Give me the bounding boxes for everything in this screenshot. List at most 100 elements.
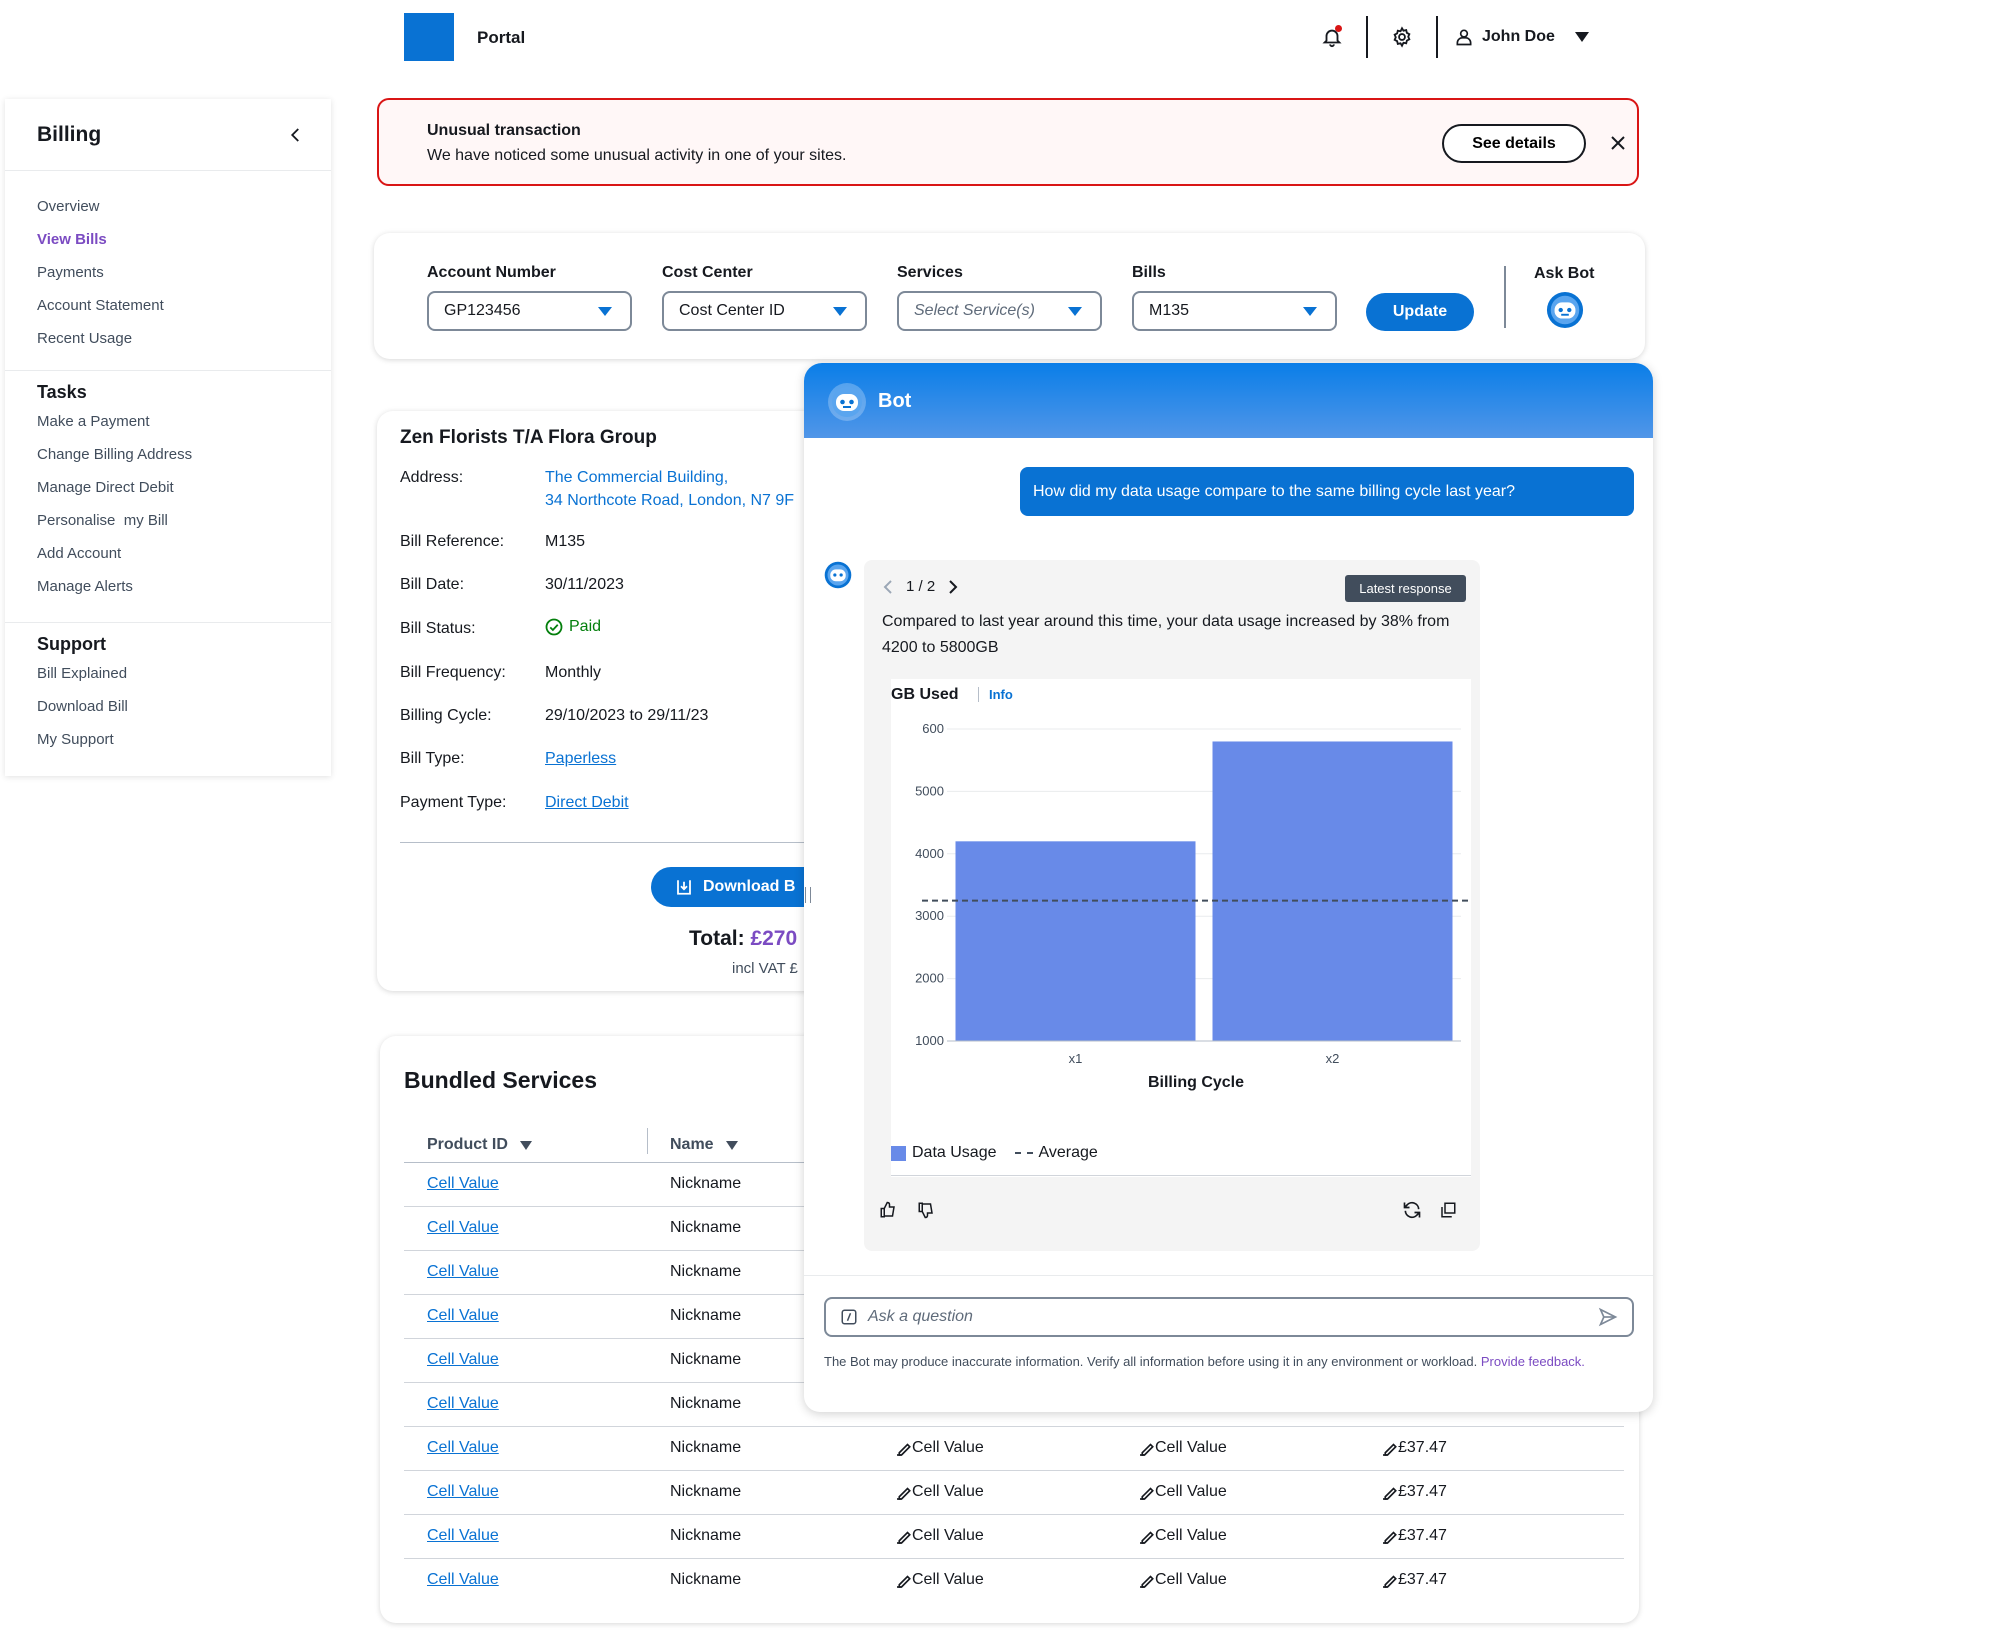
sidenav-billing-group: Overview View Bills Payments Account Sta… — [5, 171, 331, 371]
sort-caret-icon[interactable] — [725, 1140, 738, 1150]
edit-icon[interactable] — [894, 1572, 912, 1590]
gear-icon[interactable] — [1380, 16, 1424, 58]
product-id-link[interactable]: Cell Value — [427, 1483, 499, 1500]
sidebar-item-account-statement[interactable]: Account Statement — [37, 297, 164, 314]
edit-icon[interactable] — [1380, 1528, 1398, 1546]
sidebar-item-change-billing-address[interactable]: Change Billing Address — [37, 446, 193, 463]
send-icon[interactable] — [1598, 1307, 1618, 1327]
payment-type-link[interactable]: Direct Debit — [545, 794, 629, 811]
table-cell: Cell Value — [1155, 1571, 1227, 1588]
services-label: Services — [897, 264, 963, 281]
nickname-cell: Nickname — [670, 1263, 742, 1280]
see-details-button[interactable]: See details — [1442, 124, 1586, 163]
close-icon[interactable] — [1605, 130, 1631, 156]
sidebar-item-bill-explained[interactable]: Bill Explained — [37, 665, 128, 682]
product-id-link[interactable]: Cell Value — [427, 1439, 499, 1456]
response-pager: 1 / 2 — [882, 578, 959, 595]
product-id-link[interactable]: Cell Value — [427, 1351, 499, 1368]
copy-icon[interactable] — [1438, 1200, 1458, 1220]
chart-legend: Data Usage Average — [891, 1144, 1098, 1162]
bell-icon[interactable] — [1310, 16, 1354, 58]
product-id-link[interactable]: Cell Value — [427, 1527, 499, 1544]
edit-icon[interactable] — [1137, 1572, 1155, 1590]
column-header-name[interactable]: Name — [670, 1136, 738, 1154]
user-menu[interactable]: John Doe — [1450, 27, 1589, 47]
services-select[interactable]: Select Service(s) — [897, 291, 1102, 331]
nickname-cell: Nickname — [670, 1307, 742, 1324]
edit-icon[interactable] — [894, 1484, 912, 1502]
ask-bot-label: Ask Bot — [1534, 265, 1595, 282]
table-row: Cell Value Nickname Cell Value Cell Value £3… — [404, 1427, 1624, 1471]
portal-name[interactable]: Portal — [477, 28, 526, 47]
nickname-cell: Nickname — [670, 1439, 742, 1456]
bill-type-link[interactable]: Paperless — [545, 750, 617, 767]
bills-value: M135 — [1149, 302, 1190, 319]
edit-icon[interactable] — [1380, 1440, 1398, 1458]
y-tick-label: 1000 — [915, 1033, 944, 1048]
bar — [1212, 741, 1453, 1041]
sidebar-item-add-account[interactable]: Add Account — [37, 545, 122, 562]
edit-icon[interactable] — [1137, 1528, 1155, 1546]
sidebar-item-download-bill[interactable]: Download Bill — [37, 698, 128, 715]
refresh-icon[interactable] — [1402, 1200, 1422, 1220]
sidebar-item-manage-alerts[interactable]: Manage Alerts — [37, 578, 133, 595]
sort-caret-icon[interactable] — [519, 1140, 532, 1150]
table-cell: Cell Value — [912, 1571, 984, 1588]
price-cell: £37.47 — [1398, 1527, 1447, 1544]
edit-icon[interactable] — [1380, 1572, 1398, 1590]
chevron-left-icon[interactable] — [882, 579, 894, 594]
chevron-left-icon[interactable] — [287, 126, 305, 144]
y-tick-label: 4000 — [915, 846, 944, 861]
table-row: Cell Value Nickname Cell Value Cell Value £3… — [404, 1559, 1624, 1603]
chart-info-link[interactable]: Info — [978, 687, 1013, 702]
product-id-link[interactable]: Cell Value — [427, 1395, 499, 1412]
ask-question-input[interactable]: Ask a question — [824, 1297, 1634, 1337]
sidebar-item-personalise-bill[interactable]: Personalise my Bill — [37, 512, 168, 529]
update-button[interactable]: Update — [1366, 293, 1474, 331]
sidebar-item-overview[interactable]: Overview — [37, 198, 100, 215]
provide-feedback-link[interactable]: Provide feedback. — [1480, 1354, 1585, 1369]
cost-center-select[interactable]: Cost Center ID — [662, 291, 867, 331]
sidenav-support-title: Support — [37, 634, 106, 654]
edit-icon[interactable] — [1137, 1484, 1155, 1502]
bot-icon[interactable] — [1546, 291, 1584, 329]
thumbs-down-icon[interactable] — [916, 1200, 936, 1220]
address-line2[interactable]: 34 Northcote Road, London, N7 9F — [545, 492, 795, 509]
account-number-select[interactable]: GP123456 — [427, 291, 632, 331]
portal-logo[interactable] — [404, 13, 454, 61]
thumbs-up-icon[interactable] — [878, 1200, 898, 1220]
edit-icon[interactable] — [894, 1440, 912, 1458]
sidebar-item-payments[interactable]: Payments — [37, 264, 104, 281]
product-id-link[interactable]: Cell Value — [427, 1307, 499, 1324]
product-id-link[interactable]: Cell Value — [427, 1219, 499, 1236]
bill-frequency-value: Monthly — [545, 664, 602, 681]
legend-average[interactable]: Average — [1014, 1144, 1098, 1162]
product-id-link[interactable]: Cell Value — [427, 1263, 499, 1280]
sidebar-item-my-support[interactable]: My Support — [37, 731, 114, 748]
sidebar-item-view-bills[interactable]: View Bills — [37, 231, 107, 248]
caret-down-icon — [1574, 32, 1589, 42]
bot-divider — [804, 1275, 1653, 1276]
y-tick-label: 2000 — [915, 971, 944, 986]
chevron-right-icon[interactable] — [947, 579, 959, 594]
caret-down-icon — [1068, 306, 1082, 316]
product-id-link[interactable]: Cell Value — [427, 1175, 499, 1192]
response-actions — [1402, 1200, 1458, 1220]
edit-icon[interactable] — [894, 1528, 912, 1546]
legend-data-usage[interactable]: Data Usage — [891, 1144, 997, 1162]
sidebar-item-manage-direct-debit[interactable]: Manage Direct Debit — [37, 479, 174, 496]
legend-data-usage-label: Data Usage — [912, 1144, 997, 1161]
column-header-product-id[interactable]: Product ID — [427, 1136, 532, 1154]
disclaimer-text: The Bot may produce inaccurate informati… — [824, 1354, 1478, 1369]
edit-icon[interactable] — [1137, 1440, 1155, 1458]
sidebar-item-make-payment[interactable]: Make a Payment — [37, 413, 150, 430]
edit-icon[interactable] — [1380, 1484, 1398, 1502]
bills-select[interactable]: M135 — [1132, 291, 1337, 331]
product-id-link[interactable]: Cell Value — [427, 1571, 499, 1588]
address-line1[interactable]: The Commercial Building, — [545, 469, 729, 486]
caret-down-icon — [833, 306, 847, 316]
bot-header: Bot — [804, 363, 1653, 438]
sidebar-item-recent-usage[interactable]: Recent Usage — [37, 330, 133, 347]
y-tick-label: 600 — [922, 721, 944, 736]
panel-resize-handle[interactable] — [805, 887, 811, 903]
